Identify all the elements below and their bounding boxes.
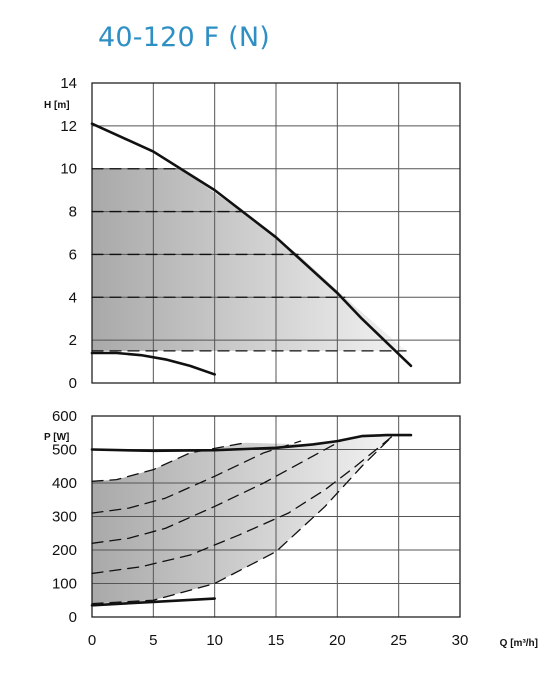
dashed-curve xyxy=(91,438,345,544)
operating-area xyxy=(92,168,407,351)
x-tick-label: 15 xyxy=(268,632,285,649)
y-tick-label: 300 xyxy=(52,509,77,526)
y-tick-label: 8 xyxy=(69,204,77,221)
x-tick-label: 0 xyxy=(88,632,96,649)
x-tick-label: 5 xyxy=(149,632,157,649)
y-tick-label: 500 xyxy=(52,442,77,459)
x-tick-label: 30 xyxy=(452,632,469,649)
solid-curve xyxy=(90,433,413,453)
y-tick-label: 14 xyxy=(60,75,77,92)
y-tick-label: 10 xyxy=(60,161,77,178)
power-chart: 0 100 200 300 400 500 600 P [W] 0 5 10 15 20 25 30 Q [m… xyxy=(44,408,538,649)
solid-curve xyxy=(90,351,216,376)
y-tick-label: 2 xyxy=(69,332,77,349)
x-tick-label: 10 xyxy=(206,632,223,649)
y-tick-label: 6 xyxy=(69,246,77,263)
x-tick-label: 20 xyxy=(329,632,346,649)
x-axis-label: Q [m³/h] xyxy=(500,638,538,649)
solid-curve xyxy=(90,122,413,368)
y-tick-label: 400 xyxy=(52,475,77,492)
dashed-curve xyxy=(91,435,394,605)
dashed-curve xyxy=(91,440,302,514)
y-axis-label: H [m] xyxy=(44,100,70,111)
head-chart: 0 2 4 6 8 10 12 14 H [m] xyxy=(44,75,461,392)
y-tick-label: 12 xyxy=(60,118,77,135)
operating-area xyxy=(92,436,393,604)
y-tick-label: 0 xyxy=(69,609,77,626)
plot-frame xyxy=(91,82,461,384)
y-tick-label: 4 xyxy=(69,289,77,306)
y-tick-label: 0 xyxy=(69,375,77,392)
y-axis-label: P [W] xyxy=(44,432,69,443)
y-tick-label: 200 xyxy=(52,542,77,559)
chart-title: 40-120 F (N) xyxy=(98,22,270,53)
y-tick-label: 600 xyxy=(52,408,77,425)
dashed-curve xyxy=(91,435,394,575)
x-tick-label: 25 xyxy=(390,632,407,649)
solid-curve xyxy=(90,597,216,607)
plot-frame xyxy=(91,415,461,618)
dashed-curve xyxy=(91,442,246,482)
y-tick-label: 100 xyxy=(52,576,77,593)
